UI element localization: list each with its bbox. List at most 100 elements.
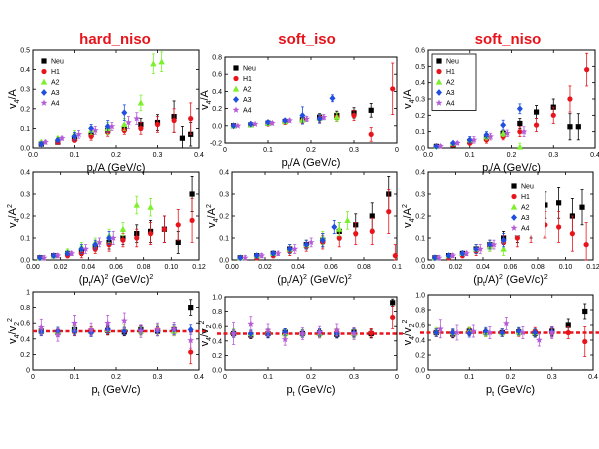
y-tick-label: 0.1 xyxy=(415,236,425,243)
data-point-neu xyxy=(189,191,195,197)
y-axis-label: v4/v22 xyxy=(199,321,213,347)
data-point-a4 xyxy=(437,325,444,332)
x-tick-label: 0 xyxy=(426,374,430,381)
y-axis-label-part: 4 xyxy=(206,337,213,341)
x-axis-label-part: /A) xyxy=(289,274,303,286)
data-point-a4 xyxy=(503,319,510,327)
legend-label-h1: H1 xyxy=(51,69,60,76)
data-point-h1 xyxy=(582,338,588,345)
data-point-a4 xyxy=(487,133,494,140)
data-point-a3 xyxy=(303,241,310,248)
data-point-a3 xyxy=(265,118,271,126)
y-axis-label-part: v xyxy=(206,222,218,228)
y-axis-label: v4/A2 xyxy=(7,204,21,228)
y-axis-label-part: 4 xyxy=(14,99,21,103)
x-tick-label: 0.04 xyxy=(291,264,305,271)
data-point-h1 xyxy=(550,112,556,118)
legend-marker-neu xyxy=(41,58,47,64)
y-axis-label: v4/A2 xyxy=(402,204,416,228)
data-point-a4 xyxy=(40,254,48,261)
data-point-a3 xyxy=(319,236,326,244)
x-tick-label: 0.3 xyxy=(349,147,359,154)
legend-marker-neu xyxy=(233,65,239,71)
data-point-a4 xyxy=(42,138,49,145)
x-axis-label-part: 2 xyxy=(544,274,548,281)
x-tick-label: 0.3 xyxy=(547,374,557,381)
data-point-a3 xyxy=(88,125,95,132)
data-point-h1 xyxy=(120,237,126,243)
legend-marker-a3 xyxy=(233,96,239,103)
data-point-neu xyxy=(179,135,185,141)
panel-row3-col2: 0 0.1 0.2 0.3 00.00.20.40.60.81.0pt (GeV/c)v… xyxy=(199,295,405,398)
x-tick-label: 0.02 xyxy=(54,264,68,271)
data-point-a4 xyxy=(281,335,289,343)
y-tick-label: 0.2 xyxy=(212,106,222,113)
x-axis-label-part: p xyxy=(286,384,292,396)
legend-label-a3: A3 xyxy=(446,90,455,97)
y-tick-label: 0.1 xyxy=(415,129,425,136)
data-point-a4 xyxy=(536,336,543,343)
data-point-a4 xyxy=(58,134,66,142)
series-h1 xyxy=(231,306,396,339)
x-tick-label: 0.10 xyxy=(559,264,573,271)
data-point-a3 xyxy=(516,105,523,113)
y-axis-label-part: /v xyxy=(199,328,211,337)
x-axis-label-part: 2 xyxy=(105,274,109,281)
y-tick-label: 0.2 xyxy=(20,214,30,221)
x-axis-label-part: t xyxy=(288,164,290,171)
data-point-a4 xyxy=(435,254,443,261)
data-point-h1 xyxy=(353,231,359,237)
y-tick-label: 0.0 xyxy=(415,368,425,375)
y-axis-label: v4/v22 xyxy=(402,320,416,346)
x-tick-label: 0.1 xyxy=(263,147,273,154)
y-axis-label: v4/v22 xyxy=(7,318,21,344)
data-point-a3 xyxy=(433,142,440,150)
y-axis-label: v4/A2 xyxy=(206,204,220,228)
data-point-a4 xyxy=(307,238,315,246)
data-point-a4 xyxy=(350,329,358,337)
x-tick-label: 0 xyxy=(223,374,227,381)
legend-marker-a4 xyxy=(232,106,240,113)
y-tick-label: 0.6 xyxy=(415,323,425,330)
y-axis-label-part: v xyxy=(199,340,211,346)
x-axis-label-part: 2 xyxy=(303,274,307,281)
legend-marker-a2 xyxy=(510,203,518,210)
y-tick-label: 0.2 xyxy=(20,352,30,359)
data-point-h1 xyxy=(175,222,181,228)
data-point-a3 xyxy=(106,234,113,242)
y-axis-label-part: 4 xyxy=(206,100,213,104)
plot-frame xyxy=(32,171,200,261)
legend-label-neu: Neu xyxy=(446,59,459,66)
data-point-a3 xyxy=(282,117,289,125)
x-axis-label-part: t xyxy=(492,391,494,398)
legend-label-h1: H1 xyxy=(446,69,455,76)
x-axis-label-part: /A (GeV/c) xyxy=(95,162,146,174)
legend: Neu H1 A2 A3 A4 xyxy=(37,54,75,111)
y-tick-label: 0.8 xyxy=(415,308,425,315)
data-point-a3 xyxy=(499,329,506,336)
panel-row3-col3: 0 0.1 0.2 0.3 0.4 0.0 0.2 0.4 0.6 0.8 1.0 pt (GeV/c… xyxy=(402,293,599,398)
column-title-3: soft_niso xyxy=(475,31,542,48)
y-axis-label-part: 2 xyxy=(206,204,213,208)
series-a4 xyxy=(37,312,195,349)
x-axis-label-part: t xyxy=(98,391,100,398)
panel-row1-col3: 0.0 0.1 0.2 0.3 0.4 0.0 0.1 0.2 0.3 0.4 0.5 0.6 pt/A… xyxy=(402,48,599,177)
y-axis-label-part: /v xyxy=(402,327,414,336)
data-point-neu xyxy=(517,120,523,127)
data-point-a4 xyxy=(120,317,128,324)
data-point-h1 xyxy=(392,253,398,259)
y-tick-label: 0.2 xyxy=(212,353,222,360)
series-a3 xyxy=(230,94,336,130)
y-tick-label: 0.0 xyxy=(212,368,222,375)
legend-marker-neu xyxy=(436,58,442,64)
x-tick-label: 0.0 xyxy=(28,152,38,159)
y-tick-label: 0.1 xyxy=(20,126,30,133)
legend-marker-h1 xyxy=(41,68,47,75)
y-axis-label-part: v xyxy=(199,104,211,110)
data-point-a3 xyxy=(286,245,293,253)
data-point-a3 xyxy=(500,121,507,129)
y-tick-label: 0.8 xyxy=(212,309,222,316)
y-tick-label: 0.8 xyxy=(20,305,30,312)
x-axis-label: (pt/A)2 (GeV/c)2 xyxy=(79,274,154,288)
data-point-h1 xyxy=(386,209,392,215)
